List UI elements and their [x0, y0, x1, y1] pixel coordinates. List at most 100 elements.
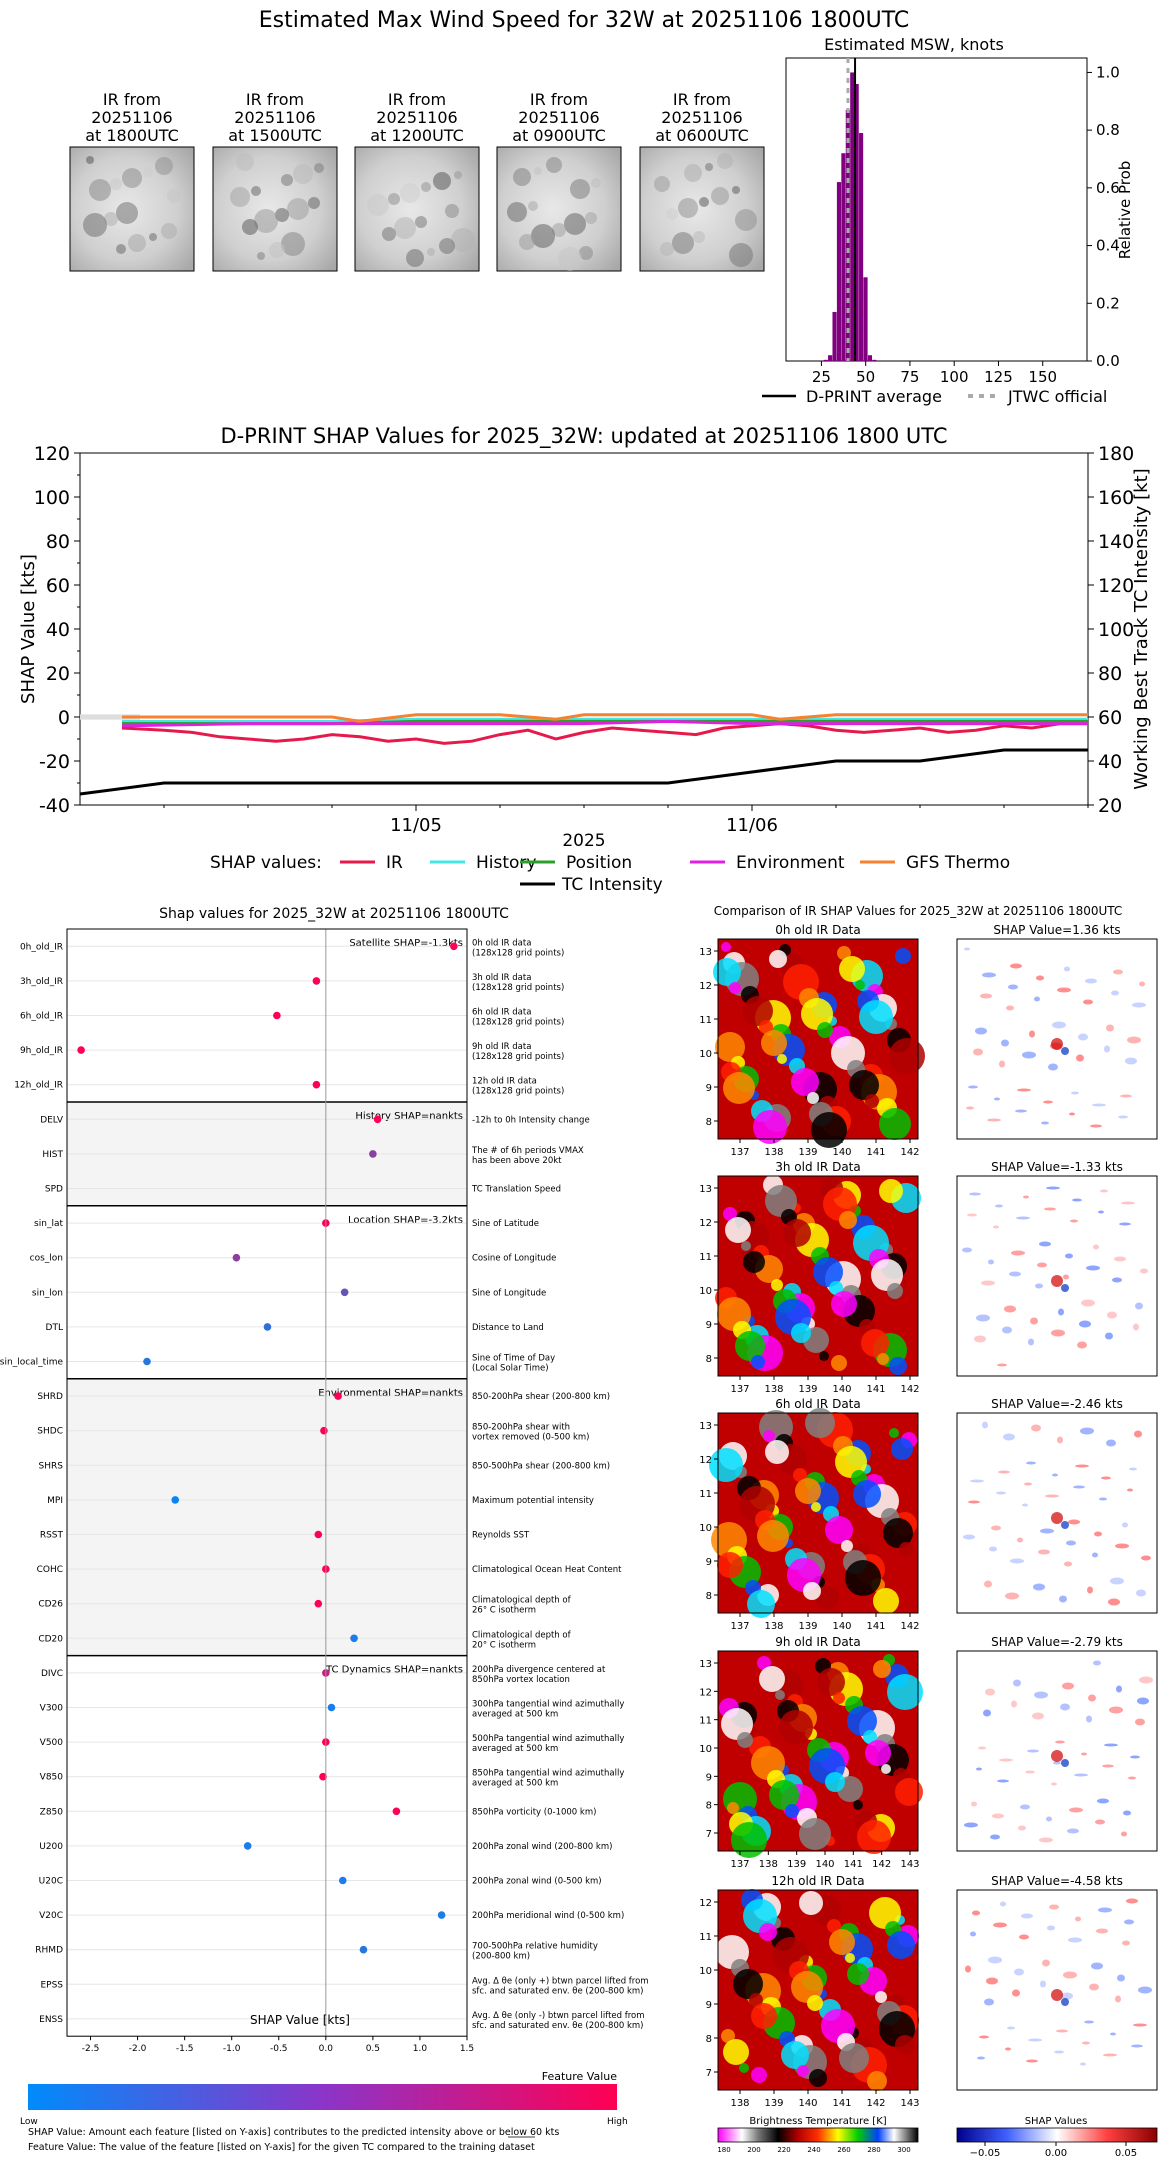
ir-map-texture — [899, 1542, 913, 1556]
ir-map-texture — [881, 1764, 891, 1774]
shap-map-texture — [1039, 1837, 1053, 1843]
shap-map-texture — [1042, 1959, 1050, 1967]
ts-legend-label: Environment — [736, 853, 845, 873]
ir-ytick-label: 12 — [699, 981, 712, 992]
feat-name: ENSS — [39, 2015, 63, 2025]
ts-ytick-label: 0 — [58, 707, 70, 729]
ir-map-texture — [791, 1068, 819, 1096]
legend-jtwc-label: JTWC official — [1007, 387, 1107, 406]
thumb-3-cloud-texture — [534, 167, 542, 175]
shap-map-texture — [1133, 2023, 1147, 2027]
shap-map-texture — [964, 1822, 978, 1828]
shap-map-texture — [1002, 1326, 1012, 1334]
ir-xtick-label: 142 — [872, 1859, 891, 1870]
ir-map-texture — [879, 1108, 911, 1140]
ir-map-texture — [805, 1408, 835, 1438]
ir-xtick-label: 137 — [730, 1621, 749, 1632]
ir-map-texture — [847, 1706, 877, 1736]
feat-desc: 850-200hPa shear with — [472, 1423, 570, 1433]
ir-xtick-label: 138 — [764, 1384, 783, 1395]
shap-map-texture — [1126, 1898, 1138, 1904]
thumb-4-cloud-texture — [672, 232, 694, 254]
thumb-2-cloud-texture — [451, 228, 475, 252]
thumb-0-cloud-texture — [167, 189, 181, 203]
ir-map-texture — [731, 1822, 767, 1858]
thumb-0-cloud-texture — [149, 233, 157, 241]
feat-desc: 500hPa tangential wind azimuthally — [472, 1734, 624, 1744]
shap-map-frame — [956, 1175, 1158, 1377]
shap-map-texture — [1111, 990, 1119, 996]
shap-map-texture — [1030, 1317, 1038, 1325]
thumb-1-line1: IR from — [246, 90, 304, 109]
shap-map-texture — [1054, 2050, 1064, 2054]
thumb-2-cloud-texture — [445, 204, 459, 218]
feat-point — [320, 1426, 328, 1435]
ir-map-texture — [763, 1430, 775, 1442]
thumb-0-cloud-texture — [104, 212, 118, 226]
ir-map-texture — [895, 948, 911, 964]
ir-map-texture — [827, 1919, 841, 1933]
shap-map-core — [1061, 1998, 1069, 2006]
ir-map-texture — [883, 1518, 913, 1548]
thumb-0-cloud-texture — [83, 213, 107, 237]
ir-map-texture — [825, 1772, 845, 1792]
shap-map-texture — [981, 1280, 995, 1286]
shap-map-texture — [1068, 1519, 1080, 1525]
feat-name: MPI — [47, 1496, 63, 1506]
bt-tick-label: 280 — [867, 2146, 880, 2154]
shap-map-texture — [988, 1259, 994, 1265]
feat-desc: 9h old IR data — [472, 1042, 531, 1052]
shap-map-texture — [982, 972, 996, 978]
ir-xtick-label: 141 — [866, 1147, 885, 1158]
shap-map-texture — [1135, 1302, 1143, 1310]
thumb-1-cloud-texture — [314, 163, 324, 173]
ts-series-environment — [121, 719, 1088, 728]
feat-name: 9h_old_IR — [20, 1046, 63, 1056]
feat-group-label: Satellite SHAP=-1.3kts — [349, 938, 463, 949]
shap-map-texture — [1033, 1583, 1045, 1591]
ir-map-texture — [751, 2003, 777, 2029]
ir-map-texture — [729, 982, 741, 994]
feat-desc: Distance to Land — [472, 1323, 544, 1333]
ir-map-texture — [837, 946, 851, 960]
ir-map-texture — [839, 2043, 869, 2073]
feat-desc: -12h to 0h Intensity change — [472, 1115, 590, 1125]
shap-map-texture — [991, 1525, 1001, 1531]
feat-name: RHMD — [35, 1946, 63, 1956]
feat-desc: Reynolds SST — [472, 1531, 530, 1541]
ir-xtick-label: 139 — [798, 1621, 817, 1632]
thumb-4-cloud-texture — [705, 163, 713, 171]
feat-name: U20C — [39, 1877, 63, 1887]
ir-ytick-label: 10 — [699, 1523, 712, 1534]
bt-colorbar — [717, 2127, 919, 2143]
shap-map-texture — [1091, 1962, 1103, 1970]
feat-title: Shap values for 2025_32W at 20251106 180… — [159, 906, 509, 922]
shap-map-texture — [1122, 1522, 1128, 1528]
thumb-0-cloud-texture — [122, 168, 142, 188]
thumb-2-cloud-texture — [454, 171, 462, 179]
shap-map-texture — [964, 947, 970, 951]
shap-map-texture — [976, 1314, 990, 1322]
shap-map-texture — [979, 2035, 989, 2039]
thumb-1-cloud-texture — [254, 209, 278, 233]
shap-map-texture — [1092, 1552, 1098, 1558]
shap-map-texture — [1036, 975, 1044, 981]
shap-map-texture — [1105, 1332, 1113, 1340]
shap-map-texture — [1096, 1928, 1108, 1934]
thumb-3-cloud-texture — [507, 202, 527, 222]
ir-xtick-label: 140 — [832, 1147, 851, 1158]
feat-desc: (128x128 grid points) — [472, 948, 564, 958]
hist-title: Estimated MSW, knots — [824, 35, 1004, 54]
thumb-1-cloud-texture — [293, 164, 313, 184]
ir-map-texture — [839, 956, 865, 982]
shap-map-texture — [975, 1027, 987, 1035]
ts-legend-title: SHAP values: — [210, 853, 322, 873]
feat-point — [437, 1911, 446, 1919]
thumb-1-cloud-texture — [281, 174, 293, 186]
shap-map-texture — [1139, 1676, 1153, 1684]
shap-map-texture — [972, 1910, 980, 1916]
feat-desc: (128x128 grid points) — [472, 1052, 564, 1062]
feat-name: SPD — [45, 1185, 63, 1195]
ir-map-texture — [855, 980, 865, 990]
